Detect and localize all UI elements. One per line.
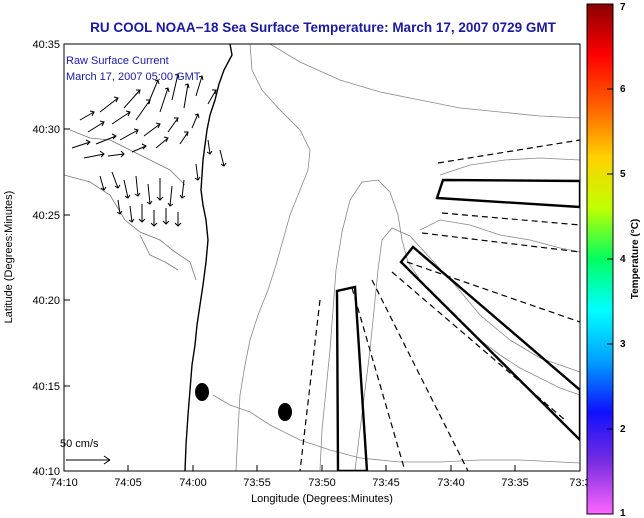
colorbar: 1 2 3 4 5 6 7 Temperature (°C)	[586, 2, 641, 518]
y-tick-label: 40:20	[32, 295, 60, 307]
y-tick-label: 40:25	[32, 210, 60, 222]
x-tick-label: 74:10	[50, 477, 78, 489]
sampling-lines	[299, 139, 580, 471]
y-tick-label: 40:35	[32, 39, 60, 51]
x-tick-label: 74:00	[179, 477, 207, 489]
depth-contour	[354, 227, 580, 471]
estuary-outline	[64, 129, 197, 281]
survey-boxes	[335, 178, 580, 471]
x-tick-label: 73:3	[569, 477, 590, 489]
colorbar-tick-label: 1	[620, 508, 626, 518]
x-axis-label: Longitude (Degrees:Minutes)	[251, 493, 393, 505]
y-axis-label: Latitude (Degrees:Minutes)	[3, 191, 15, 324]
scale-label: 50 cm/s	[60, 438, 99, 450]
x-tick-label: 73:50	[308, 477, 336, 489]
chart-title: RU COOL NOAA−18 Sea Surface Temperature:…	[90, 20, 557, 35]
depth-contour	[212, 394, 580, 464]
x-tick-label: 73:35	[501, 477, 529, 489]
colorbar-tick-label: 3	[620, 339, 626, 350]
depth-contour	[419, 157, 580, 253]
current-vector-field	[71, 73, 227, 227]
station-marker	[195, 383, 209, 401]
x-axis: 74:10 74:05 74:00 73:55 73:50 73:45 73:4…	[50, 465, 591, 505]
x-tick-label: 73:55	[243, 477, 271, 489]
depth-contour	[269, 44, 580, 119]
colorbar-tick-label: 6	[620, 84, 626, 95]
station-marker	[278, 403, 292, 421]
map-plot-area: Raw Surface Current March 17, 2007 05:00…	[60, 43, 581, 472]
depth-contour	[235, 44, 311, 471]
depth-contour	[319, 179, 580, 471]
x-tick-label: 73:40	[437, 477, 465, 489]
colorbar-tick-label: 4	[620, 254, 626, 265]
coastline	[184, 44, 233, 471]
legend-line-1: Raw Surface Current	[66, 55, 169, 67]
y-tick-label: 40:10	[32, 466, 60, 478]
y-axis: 40:10 40:15 40:20 40:25 40:30 40:35 Lati…	[3, 39, 70, 478]
y-tick-label: 40:30	[32, 124, 60, 136]
legend-line-2: March 17, 2007 05:00 GMT	[66, 71, 201, 83]
colorbar-tick-label: 5	[620, 169, 626, 180]
scale-arrow	[66, 455, 111, 465]
x-tick-label: 73:45	[372, 477, 400, 489]
colorbar-tick-label: 2	[620, 424, 626, 435]
x-tick-label: 74:05	[114, 477, 142, 489]
y-tick-label: 40:15	[32, 381, 60, 393]
colorbar-tick-label: 7	[620, 2, 626, 13]
colorbar-label: Temperature (°C)	[630, 219, 641, 300]
